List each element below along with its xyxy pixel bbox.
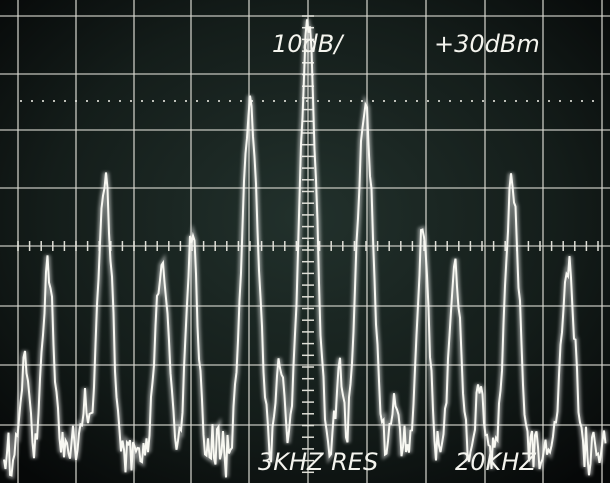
trace-line <box>3 19 607 478</box>
reference-level: +30dBm <box>434 30 540 58</box>
spectrum-trace <box>1 19 609 480</box>
resolution-label: 3KHZ RES <box>258 448 378 476</box>
scale-label: 10dB/ <box>272 30 345 58</box>
span-label: 20KHZ <box>455 448 536 476</box>
